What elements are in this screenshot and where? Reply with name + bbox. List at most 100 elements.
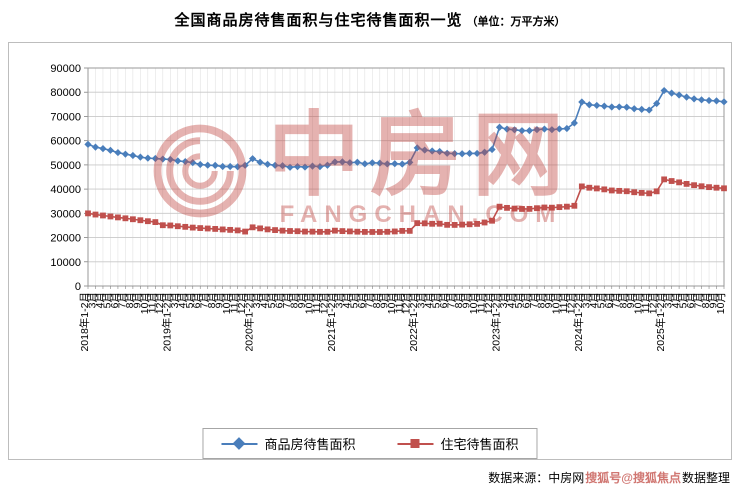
svg-text:6月: 6月	[191, 292, 203, 308]
svg-text:2020年1-2月: 2020年1-2月	[243, 292, 256, 352]
svg-text:3月: 3月	[169, 292, 181, 308]
footer-watermark-text: 搜狐号@搜狐焦点	[585, 471, 681, 485]
svg-text:9月: 9月	[461, 292, 473, 308]
svg-text:7月: 7月	[693, 292, 705, 308]
svg-text:0: 0	[75, 281, 81, 293]
svg-text:12月: 12月	[648, 292, 660, 314]
svg-text:11月: 11月	[558, 292, 570, 313]
chart-legend: 商品房待售面积 住宅待售面积	[202, 428, 538, 459]
footer: 数据来源：中房网搜狐号@搜狐焦点数据整理	[488, 469, 730, 486]
legend-item-residential: 住宅待售面积	[397, 434, 519, 453]
svg-text:3月: 3月	[251, 292, 263, 308]
svg-text:7月: 7月	[528, 292, 540, 308]
svg-text:5月: 5月	[348, 292, 360, 308]
svg-text:2023年1-2月: 2023年1-2月	[490, 292, 503, 352]
svg-text:9月: 9月	[214, 292, 226, 308]
svg-text:4月: 4月	[176, 292, 188, 308]
svg-text:10月: 10月	[715, 292, 727, 314]
svg-text:10月: 10月	[633, 292, 645, 314]
legend-diamond-marker-icon	[221, 436, 258, 450]
svg-text:8月: 8月	[206, 292, 218, 308]
svg-text:4月: 4月	[670, 292, 682, 308]
svg-text:6月: 6月	[603, 292, 615, 308]
svg-text:5月: 5月	[431, 292, 443, 308]
svg-text:10月: 10月	[303, 292, 315, 314]
svg-text:6月: 6月	[685, 292, 697, 308]
svg-text:4月: 4月	[341, 292, 353, 308]
chart-title-row: 全国商品房待售面积与住宅待售面积一览 （单位：万平方米）	[0, 9, 740, 30]
svg-text:12月: 12月	[565, 292, 577, 314]
svg-text:2024年1-2月: 2024年1-2月	[572, 292, 585, 352]
svg-text:3月: 3月	[580, 292, 592, 308]
svg-text:6月: 6月	[520, 292, 532, 308]
svg-text:11月: 11月	[476, 292, 488, 313]
svg-text:9月: 9月	[543, 292, 555, 308]
svg-text:9月: 9月	[378, 292, 390, 308]
svg-text:11月: 11月	[640, 292, 652, 313]
svg-text:2022年1-2月: 2022年1-2月	[407, 292, 420, 352]
svg-text:2025年1-2月: 2025年1-2月	[654, 292, 667, 352]
chart-title-unit: （单位：万平方米）	[466, 16, 566, 28]
svg-text:3月: 3月	[663, 292, 675, 308]
svg-text:8月: 8月	[700, 292, 712, 308]
svg-text:2021年1-2月: 2021年1-2月	[325, 292, 338, 352]
chart-frame	[8, 42, 732, 460]
svg-text:6月: 6月	[274, 292, 286, 308]
svg-text:4月: 4月	[505, 292, 517, 308]
svg-text:9月: 9月	[296, 292, 308, 308]
footer-source: 数据来源：中房网	[488, 471, 585, 485]
svg-text:10月: 10月	[468, 292, 480, 314]
svg-text:7月: 7月	[446, 292, 458, 308]
svg-text:60000: 60000	[50, 136, 81, 148]
svg-text:5月: 5月	[595, 292, 607, 308]
svg-text:4月: 4月	[259, 292, 271, 308]
legend-item-commercial: 商品房待售面积	[221, 434, 356, 453]
svg-text:8月: 8月	[124, 292, 136, 308]
footer-suffix: 数据整理	[681, 471, 730, 485]
chart-title: 全国商品房待售面积与住宅待售面积一览	[174, 12, 463, 29]
svg-text:7月: 7月	[199, 292, 211, 308]
svg-text:10000: 10000	[50, 257, 81, 269]
svg-text:12月: 12月	[154, 292, 166, 314]
svg-text:6月: 6月	[109, 292, 121, 308]
svg-text:80000: 80000	[50, 87, 81, 99]
svg-text:7月: 7月	[363, 292, 375, 308]
svg-text:8月: 8月	[289, 292, 301, 308]
legend-label-residential: 住宅待售面积	[440, 437, 519, 452]
svg-text:8月: 8月	[618, 292, 630, 308]
legend-label-commercial: 商品房待售面积	[264, 437, 356, 452]
svg-text:8月: 8月	[535, 292, 547, 308]
svg-text:5月: 5月	[266, 292, 278, 308]
svg-text:70000: 70000	[50, 111, 81, 123]
svg-text:5月: 5月	[184, 292, 196, 308]
svg-text:3月: 3月	[333, 292, 345, 308]
svg-text:10月: 10月	[550, 292, 562, 314]
svg-text:4月: 4月	[423, 292, 435, 308]
svg-text:12月: 12月	[236, 292, 248, 314]
svg-text:12月: 12月	[318, 292, 330, 314]
svg-text:8月: 8月	[371, 292, 383, 308]
svg-text:6月: 6月	[438, 292, 450, 308]
svg-text:3月: 3月	[416, 292, 428, 308]
svg-text:30000: 30000	[50, 208, 81, 220]
svg-text:20000: 20000	[50, 233, 81, 245]
svg-text:2019年1-2月: 2019年1-2月	[160, 292, 173, 352]
svg-text:11月: 11月	[393, 292, 405, 313]
svg-text:40000: 40000	[50, 184, 81, 196]
svg-text:3月: 3月	[498, 292, 510, 308]
svg-text:9月: 9月	[131, 292, 143, 308]
svg-text:11月: 11月	[146, 292, 158, 313]
svg-text:5月: 5月	[101, 292, 113, 308]
svg-text:50000: 50000	[50, 160, 81, 172]
svg-text:4月: 4月	[588, 292, 600, 308]
svg-text:10月: 10月	[139, 292, 151, 314]
svg-text:10月: 10月	[221, 292, 233, 314]
svg-text:2018年1-2月: 2018年1-2月	[78, 292, 91, 352]
svg-text:5月: 5月	[678, 292, 690, 308]
svg-text:4月: 4月	[94, 292, 106, 308]
svg-text:11月: 11月	[311, 292, 323, 313]
svg-text:90000: 90000	[50, 63, 81, 75]
svg-text:7月: 7月	[281, 292, 293, 308]
